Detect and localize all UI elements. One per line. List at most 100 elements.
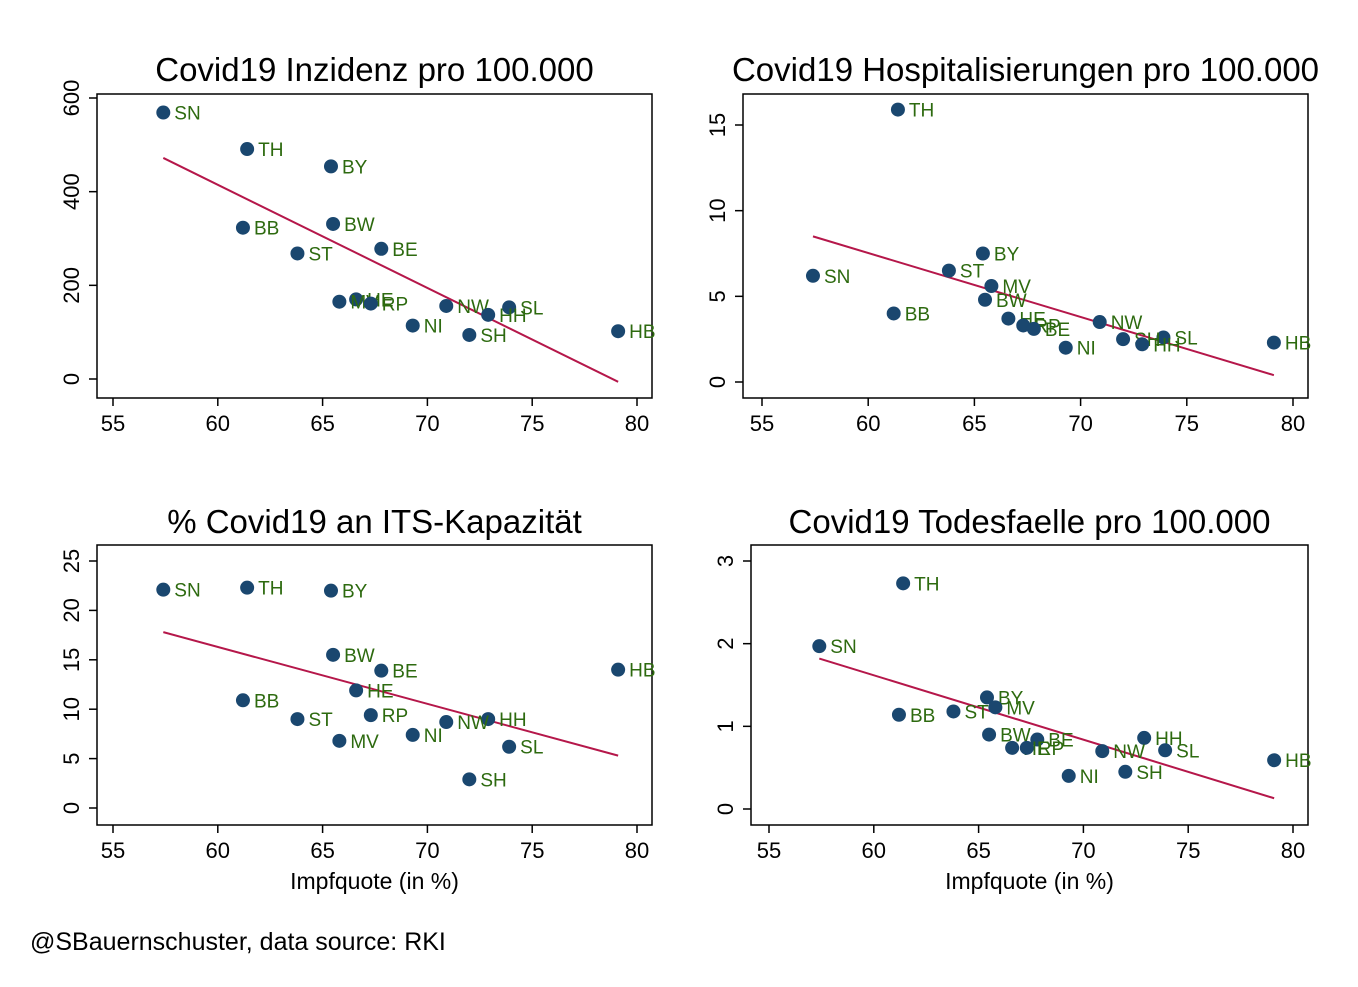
fit-line bbox=[162, 157, 619, 383]
data-point-label: BE bbox=[392, 662, 417, 683]
data-point bbox=[1267, 753, 1282, 768]
data-point bbox=[332, 294, 347, 309]
data-point bbox=[1001, 311, 1016, 326]
data-point-label: BY bbox=[342, 157, 368, 178]
data-point bbox=[1158, 743, 1173, 758]
data-point-label: BW bbox=[344, 215, 375, 236]
data-point bbox=[611, 662, 626, 677]
x-tick-label: 75 bbox=[1176, 838, 1200, 863]
data-point bbox=[1019, 740, 1034, 755]
data-point bbox=[1030, 732, 1045, 747]
y-tick-label: 10 bbox=[705, 198, 730, 222]
data-point bbox=[891, 707, 906, 722]
y-tick-label: 20 bbox=[59, 598, 84, 622]
data-point-label: HB bbox=[629, 661, 655, 682]
data-point bbox=[332, 733, 347, 748]
data-point-label: SH bbox=[480, 770, 506, 791]
data-point-label: MV bbox=[350, 732, 379, 753]
y-tick-label: 400 bbox=[59, 173, 84, 210]
data-point bbox=[1118, 764, 1133, 779]
data-point bbox=[941, 263, 956, 278]
data-point bbox=[290, 712, 305, 727]
data-point-label: SN bbox=[174, 581, 200, 602]
data-point bbox=[1026, 321, 1041, 336]
plot-frame bbox=[742, 93, 1309, 399]
x-tick-label: 60 bbox=[862, 838, 886, 863]
x-tick-label: 75 bbox=[1175, 411, 1199, 436]
data-point bbox=[349, 292, 364, 307]
x-tick-label: 80 bbox=[1281, 838, 1305, 863]
data-point-label: SH bbox=[1136, 763, 1162, 784]
data-point bbox=[235, 220, 250, 235]
plot-frame bbox=[750, 544, 1309, 826]
data-point bbox=[481, 307, 496, 322]
data-point bbox=[156, 582, 171, 597]
chart-title: % Covid19 an ITS-Kapazität bbox=[167, 503, 582, 540]
data-point-label: NI bbox=[1077, 339, 1096, 360]
data-point bbox=[439, 715, 454, 730]
chart-panel-4: Covid19 Todesfaelle pro 100.000 55 60 65 70 7… bbox=[713, 503, 1312, 894]
y-tick-label: 25 bbox=[59, 549, 84, 573]
data-point-label: BY bbox=[998, 688, 1024, 709]
data-point bbox=[978, 292, 993, 307]
x-tick-label: 80 bbox=[625, 838, 649, 863]
data-point bbox=[156, 105, 171, 120]
data-point bbox=[1061, 768, 1076, 783]
data-point-label: MV bbox=[1002, 277, 1031, 298]
data-point bbox=[481, 712, 496, 727]
data-point-label: NI bbox=[424, 726, 443, 747]
x-axis-label: Impfquote (in %) bbox=[945, 868, 1114, 894]
x-tick-label: 60 bbox=[206, 838, 230, 863]
data-point-label: HB bbox=[629, 322, 655, 343]
data-point-label: NI bbox=[424, 317, 443, 338]
data-point-label: BY bbox=[994, 245, 1020, 266]
x-tick-label: 65 bbox=[966, 838, 990, 863]
x-tick-label: 75 bbox=[520, 838, 544, 863]
data-point bbox=[374, 663, 389, 678]
credit-text: @SBauernschuster, data source: RKI bbox=[30, 928, 446, 956]
y-tick-label: 15 bbox=[705, 113, 730, 137]
x-tick-label: 55 bbox=[101, 411, 125, 436]
x-tick-label: 70 bbox=[415, 838, 439, 863]
data-point bbox=[323, 583, 338, 598]
data-point bbox=[374, 241, 389, 256]
data-point bbox=[502, 300, 517, 315]
plot-frame bbox=[96, 93, 653, 399]
data-point bbox=[363, 708, 378, 723]
x-tick-label: 70 bbox=[415, 411, 439, 436]
data-point-label: RP bbox=[1038, 739, 1064, 760]
data-point-label: ST bbox=[308, 710, 333, 731]
fit-line bbox=[163, 631, 619, 757]
data-point-label: NW bbox=[457, 713, 489, 734]
data-point bbox=[462, 327, 477, 342]
chart-title: Covid19 Inzidenz pro 100.000 bbox=[155, 51, 593, 88]
data-point bbox=[982, 727, 997, 742]
x-tick-label: 70 bbox=[1068, 411, 1092, 436]
data-point-label: SL bbox=[1176, 741, 1199, 762]
data-point bbox=[805, 268, 820, 283]
data-point-label: BB bbox=[254, 691, 279, 712]
x-tick-label: 55 bbox=[750, 411, 774, 436]
data-point-label: BB bbox=[910, 706, 935, 727]
data-point bbox=[405, 318, 420, 333]
data-point-label: HH bbox=[499, 306, 526, 327]
x-tick-label: 70 bbox=[1071, 838, 1095, 863]
data-point bbox=[812, 639, 827, 654]
data-point bbox=[1058, 340, 1073, 355]
y-tick-label: 200 bbox=[59, 267, 84, 304]
data-point-label: HH bbox=[1153, 335, 1180, 356]
x-tick-label: 80 bbox=[1281, 411, 1305, 436]
data-point-label: ST bbox=[960, 262, 985, 283]
data-point-label: BW bbox=[996, 291, 1027, 312]
data-point bbox=[611, 324, 626, 339]
y-tick-label: 1 bbox=[713, 720, 738, 732]
data-point-label: SN bbox=[824, 267, 850, 288]
data-point-label: BE bbox=[392, 240, 417, 261]
x-tick-label: 60 bbox=[206, 411, 230, 436]
data-point-label: BW bbox=[344, 646, 375, 667]
chart-title: Covid19 Hospitalisierungen pro 100.000 bbox=[732, 51, 1319, 88]
data-point-label: SH bbox=[480, 326, 506, 347]
data-point-label: SL bbox=[520, 298, 543, 319]
y-tick-label: 0 bbox=[59, 373, 84, 385]
x-tick-label: 60 bbox=[856, 411, 880, 436]
